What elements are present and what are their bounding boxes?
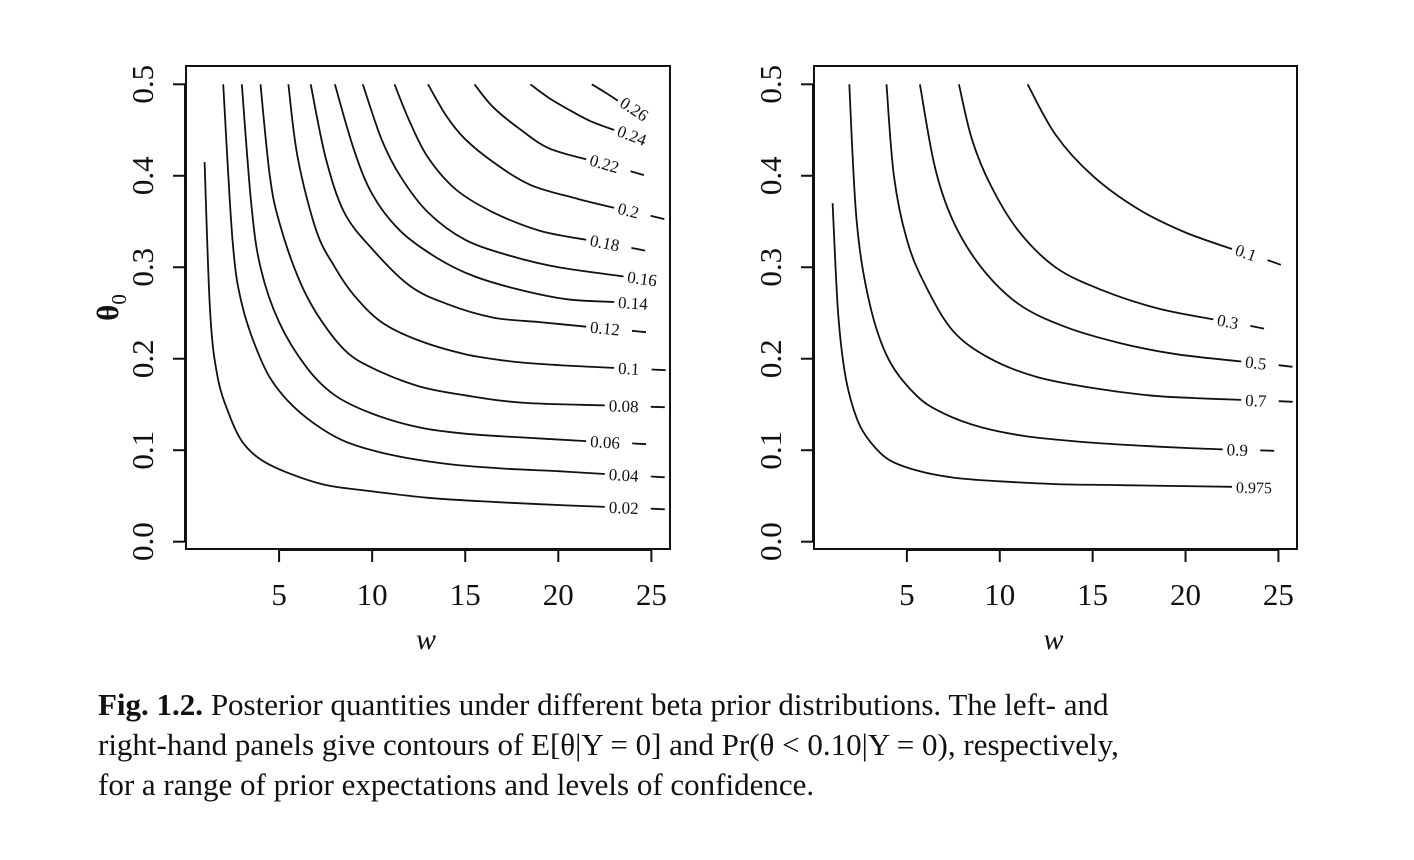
contour-line — [427, 83, 615, 209]
contour-line — [591, 83, 619, 102]
x-tick-label: 5 — [899, 577, 915, 612]
contour-line — [831, 203, 1233, 488]
x-tick-label: 10 — [984, 577, 1015, 612]
caption-line-3: for a range of prior expectations and le… — [98, 767, 815, 802]
contour-line — [848, 84, 1223, 451]
contour-label: 0.02 — [608, 498, 639, 518]
figure: 5 10 15 20 25w0.00.10.20.30.40.5θ00.020.040.… — [90, 65, 1298, 656]
contour-line — [203, 162, 605, 508]
contour-label: 0.9 — [1226, 440, 1248, 460]
contour-line — [958, 84, 1214, 321]
contour-line-tail — [650, 507, 665, 511]
contour-label: 0.24 — [615, 122, 650, 150]
contour-line-tail — [1278, 364, 1293, 368]
y-tick-label: 0.1 — [125, 431, 160, 470]
contour-line-tail — [1278, 400, 1293, 403]
contour-label: 0.18 — [588, 231, 621, 255]
contour-line-tail — [650, 214, 665, 220]
contour-lines: 0.02 0.04 0.06 0.08 0.1 0.12 0.14 0.160.18 0.2 0.… — [203, 83, 666, 518]
y-tick-label: 0.3 — [753, 248, 788, 287]
contour-line — [259, 84, 605, 407]
contour-label: 0.2 — [616, 199, 641, 223]
contour-label: 0.5 — [1244, 353, 1267, 374]
y-tick-label: 0.0 — [125, 522, 160, 561]
contour-label: 0.975 — [1236, 480, 1272, 498]
contour-line-tail — [1267, 259, 1282, 266]
y-tick-label: 0.5 — [753, 65, 788, 104]
x-tick-label: 20 — [543, 577, 574, 612]
contour-label: 0.3 — [1215, 311, 1240, 334]
contour-line — [529, 83, 615, 131]
x-tick-label: 20 — [1170, 577, 1201, 612]
contour-label: 0.12 — [589, 318, 620, 340]
x-tick-label: 25 — [636, 577, 667, 612]
x-tick-label: 15 — [450, 577, 481, 612]
y-tick-label: 0.2 — [125, 339, 160, 378]
contour-line-tail — [630, 170, 645, 176]
contour-label: 0.04 — [608, 465, 639, 486]
y-tick-label: 0.4 — [125, 156, 160, 195]
contour-line — [1026, 83, 1233, 250]
contour-line-tail — [1250, 325, 1265, 330]
contour-label: 0.06 — [590, 432, 621, 453]
contour-label: 0.26 — [616, 93, 651, 125]
contour-line — [334, 84, 615, 303]
caption-label: Fig. 1.2. — [98, 687, 204, 722]
y-tick-label: 0.0 — [753, 522, 788, 561]
plot-frame — [813, 65, 1298, 550]
x-axis: 5 10 15 20 25 — [899, 549, 1294, 612]
figure-caption: Fig. 1.2. Posterior quantities under dif… — [98, 685, 1338, 805]
contour-line — [393, 83, 587, 241]
x-axis-title: w — [416, 623, 436, 656]
contour-label: 0.22 — [587, 151, 621, 178]
y-tick-label: 0.2 — [753, 339, 788, 378]
y-tick-label: 0.3 — [125, 248, 160, 287]
caption-line-1: Fig. 1.2. Posterior quantities under dif… — [98, 685, 1338, 725]
y-tick-label: 0.1 — [753, 431, 788, 470]
contour-line — [309, 84, 587, 328]
x-tick-label: 15 — [1077, 577, 1108, 612]
contour-lines: 0.975 0.9 0.7 0.50.3 0.1 — [831, 83, 1293, 498]
x-tick-label: 10 — [357, 577, 388, 612]
contour-line — [919, 84, 1242, 363]
y-axis: 0.0 0.1 0.2 0.3 0.4 0.5 — [753, 65, 814, 561]
y-tick-label: 0.4 — [753, 156, 788, 195]
plot-frame — [185, 65, 671, 550]
contour-line-tail — [631, 247, 646, 252]
contour-label: 0.1 — [618, 359, 640, 379]
contour-label: 0.1 — [1233, 240, 1259, 265]
right-panel: 5 10 15 20 25w0.00.10.20.30.40.50.9750.90.70… — [753, 65, 1298, 656]
contour-line — [287, 84, 615, 369]
contour-label: 0.14 — [618, 293, 649, 314]
contour-line-tail — [651, 368, 666, 372]
contour-label: 0.7 — [1245, 391, 1267, 411]
caption-text-1: Posterior quantities under different bet… — [210, 687, 1109, 722]
x-tick-label: 25 — [1263, 577, 1294, 612]
contour-line-tail — [631, 329, 647, 334]
y-axis-title: θ0 — [90, 294, 131, 321]
contour-line-tail — [650, 475, 665, 479]
x-axis-title: w — [1043, 623, 1063, 656]
contour-line-tail — [632, 442, 647, 446]
contour-line — [240, 84, 587, 442]
contour-line — [885, 84, 1242, 401]
contour-label: 0.08 — [609, 396, 639, 416]
contour-line — [473, 83, 587, 161]
contour-line — [222, 84, 605, 475]
y-axis: 0.0 0.1 0.2 0.3 0.4 0.5 — [125, 65, 186, 561]
y-tick-label: 0.5 — [125, 65, 160, 104]
x-tick-label: 5 — [271, 577, 287, 612]
left-panel: 5 10 15 20 25w0.00.10.20.30.40.5θ00.020.040.… — [90, 65, 671, 656]
contour-label: 0.16 — [626, 267, 658, 290]
contour-line — [361, 84, 624, 278]
x-axis: 5 10 15 20 25 — [271, 549, 667, 612]
caption-line-2: right-hand panels give contours of E[θ|Y… — [98, 727, 1119, 762]
